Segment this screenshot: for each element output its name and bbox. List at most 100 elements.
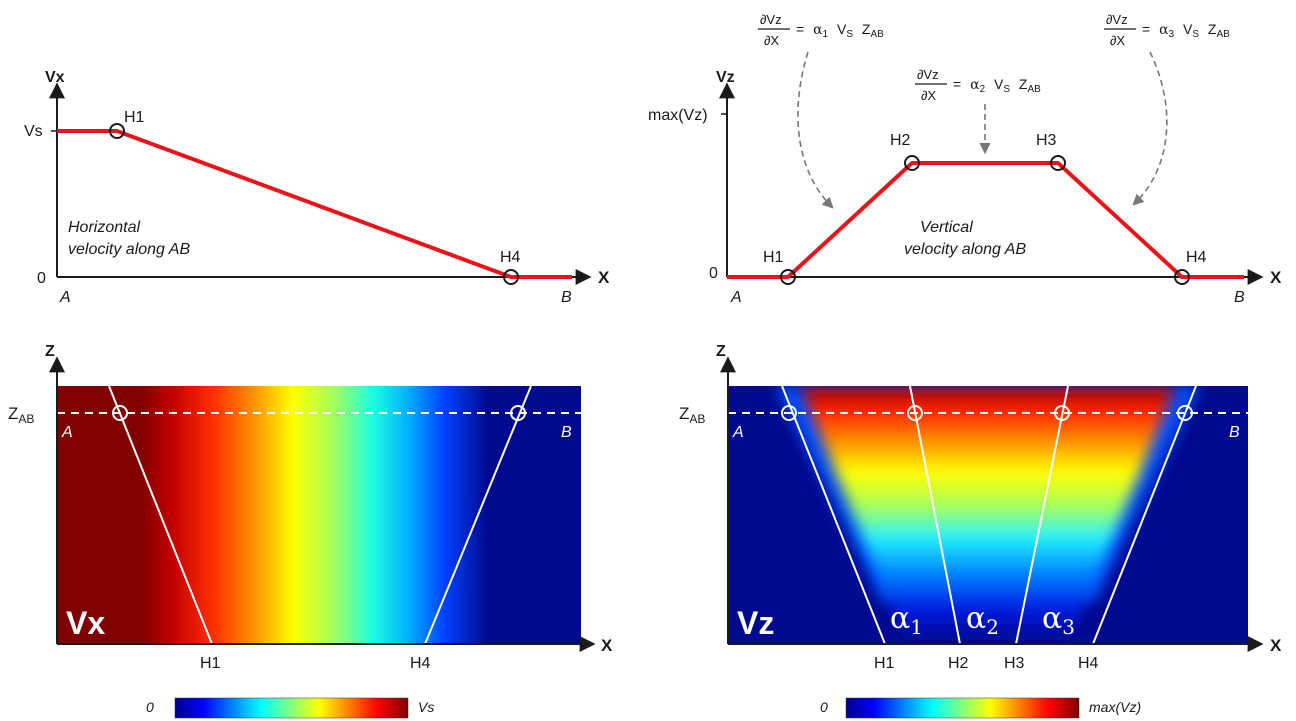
formula1-alpha-sub: 1: [823, 29, 829, 40]
formula3-alpha: α: [1159, 22, 1169, 38]
vz-boundary-h4: [1092, 385, 1197, 645]
vx-curve: [57, 129, 572, 279]
vz-field-zab-sub: AB: [689, 412, 705, 426]
vz-field-zab-label: ZAB: [679, 404, 705, 426]
formula2-z-sub: AB: [1027, 84, 1041, 95]
formula3-alpha-sub: 3: [1169, 29, 1175, 40]
formula3-pointer-arrow: [1132, 51, 1168, 206]
vx-boundary-h1: [108, 385, 213, 645]
formula1-rhs: = α1 VS ZAB: [796, 21, 884, 40]
vx-field-panel: A B Vx Z X ZAB H1 H4 0 Vs: [8, 343, 613, 719]
vz-point-h4: [1174, 269, 1190, 285]
vz-a-label: A: [730, 289, 742, 306]
vx-annotation-line2: velocity along AB: [68, 241, 190, 258]
vz-boundary-h3: [1015, 385, 1069, 645]
vz-zone-alpha1-symbol: α: [890, 601, 910, 636]
vx-point-h1-label: H1: [124, 109, 145, 126]
vz-point-h3-label: H3: [1036, 132, 1057, 149]
formula1-v-sub: S: [846, 29, 853, 40]
vz-point-h3: [1050, 155, 1066, 171]
vz-field-z-label: Z: [716, 343, 726, 360]
formula2-v-sub: S: [1003, 84, 1010, 95]
formula2-alpha-sub: 2: [980, 84, 986, 95]
formula3-v-sub: S: [1192, 29, 1199, 40]
formula2-denominator: ∂X: [921, 88, 936, 103]
vx-field-title: Vx: [66, 605, 105, 641]
vz-field-title: Vz: [737, 605, 774, 641]
vx-profile-plot: Vx X Vs 0 A B Horizontal velocity along …: [24, 69, 610, 306]
vz-curve: [727, 161, 1244, 279]
vz-profile-plot: Vz X max(Vz) 0 A B Vertical velocity alo…: [648, 12, 1282, 306]
formula2-numerator: ∂Vz: [917, 67, 939, 82]
vx-y-axis-label: Vx: [45, 69, 65, 86]
vz-field-x-label: X: [1270, 636, 1282, 655]
vz-zone-alpha3-symbol: α: [1042, 601, 1062, 636]
vx-zab-point-h1: [112, 405, 128, 421]
vx-field-a-label: A: [61, 424, 73, 441]
formula1-pointer-arrow: [797, 51, 834, 209]
vx-point-h4-label: H4: [500, 249, 521, 266]
formula3-z-sub: AB: [1216, 29, 1230, 40]
vz-x-axis-label: X: [1270, 268, 1282, 287]
formula3-z: Z: [1208, 21, 1217, 37]
formula3-denominator: ∂X: [1110, 33, 1125, 48]
formula2-z: Z: [1019, 76, 1028, 92]
vz-point-h2-label: H2: [890, 132, 911, 149]
formula2-rhs: = α2 VS ZAB: [953, 76, 1041, 95]
vz-field-zab-z: Z: [679, 404, 689, 423]
vx-point-h4: [503, 269, 519, 285]
vz-field-h3-label: H3: [1004, 655, 1025, 672]
formula-alpha1: ∂Vz ∂X = α1 VS ZAB: [758, 12, 884, 48]
formula-alpha2: ∂Vz ∂X = α2 VS ZAB: [915, 67, 1041, 103]
vx-zab-point-h4: [510, 405, 526, 421]
vz-field-h1-label: H1: [874, 655, 895, 672]
formula1-z-sub: AB: [870, 29, 884, 40]
vz-field-h4-label: H4: [1078, 655, 1099, 672]
vz-zab-point-h3: [1054, 405, 1070, 421]
vz-annotation-line2: velocity along AB: [904, 241, 1026, 258]
formula1-alpha: α: [813, 22, 823, 38]
formula1-z: Z: [862, 21, 871, 37]
vz-boundary-h1: [781, 385, 886, 645]
formula-alpha3: ∂Vz ∂X = α3 VS ZAB: [1104, 12, 1230, 48]
formula3-rhs: = α3 VS ZAB: [1142, 21, 1230, 40]
vx-field-image: [57, 386, 581, 644]
formula1-numerator: ∂Vz: [760, 12, 782, 27]
vx-field-zab-z: Z: [8, 404, 18, 423]
vz-zone-alpha2-symbol: α: [966, 601, 986, 636]
formula2-v: V: [994, 76, 1004, 92]
vz-tick-max: max(Vz): [648, 107, 708, 124]
vx-field-x-label: X: [601, 636, 613, 655]
vx-b-label: B: [561, 289, 572, 306]
vz-zone-alpha3-sub: 3: [1062, 615, 1075, 639]
vz-y-axis-label: Vz: [716, 69, 735, 86]
vz-zone-alpha3: α3: [1042, 601, 1075, 639]
vx-field-h4-label: H4: [410, 655, 431, 672]
vz-colorbar: [845, 697, 1080, 719]
vx-field-zab-sub: AB: [18, 412, 34, 426]
formula3-numerator: ∂Vz: [1106, 12, 1128, 27]
formula3-v: V: [1183, 21, 1193, 37]
vx-a-label: A: [59, 289, 71, 306]
vx-boundary-h4: [424, 385, 532, 645]
vz-point-h2: [904, 155, 920, 171]
vz-zone-alpha2: α2: [966, 601, 999, 639]
vx-tick-zero: 0: [37, 270, 46, 287]
vz-boundary-h2: [909, 385, 961, 645]
vx-point-h1: [109, 123, 125, 139]
vz-point-h1-label: H1: [763, 249, 784, 266]
vz-field-panel: A B Vz α1 α2 α3 Z X ZAB H1 H2 H3 H4 0 ma…: [679, 343, 1282, 719]
vz-b-label: B: [1234, 289, 1245, 306]
vx-annotation-line1: Horizontal: [68, 219, 140, 236]
vx-field-h1-label: H1: [200, 655, 221, 672]
vx-field-z-label: Z: [45, 343, 55, 360]
vx-colorbar-min: 0: [146, 699, 154, 715]
vz-field-b-label: B: [1229, 424, 1240, 441]
vz-tick-zero: 0: [709, 265, 718, 282]
vx-field-zab-label: ZAB: [8, 404, 34, 426]
vz-annotation-line1: Vertical: [920, 219, 973, 236]
vx-x-axis-label: X: [598, 268, 610, 287]
vz-point-h1: [780, 269, 796, 285]
formula1-denominator: ∂X: [764, 33, 779, 48]
